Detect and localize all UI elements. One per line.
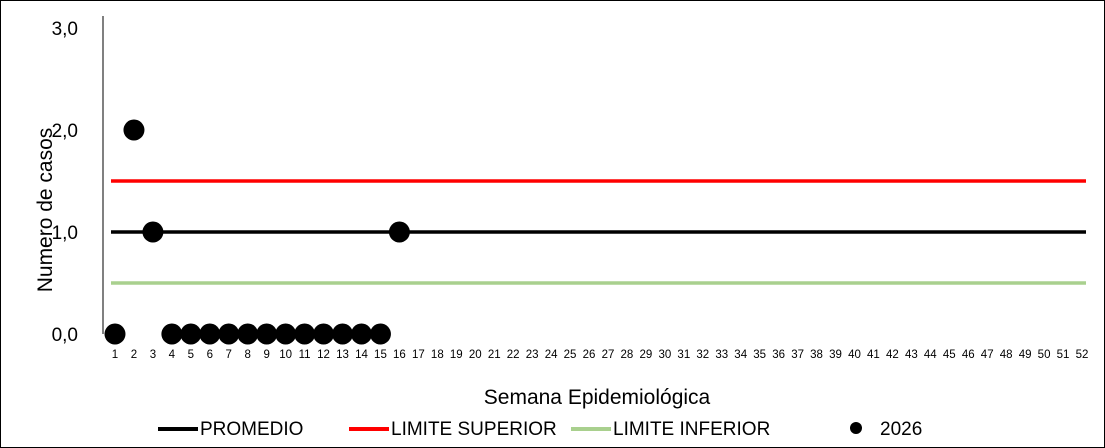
x-tick-label: 22 [507, 349, 520, 361]
x-tick-label: 29 [640, 349, 653, 361]
x-tick-label: 50 [1038, 349, 1051, 361]
x-tick-label: 32 [696, 349, 709, 361]
x-tick-label: 27 [602, 349, 615, 361]
x-tick-label: 40 [848, 349, 861, 361]
data-point-2026 [123, 119, 145, 141]
x-tick-label: 2 [131, 349, 137, 361]
x-tick-label: 7 [226, 349, 232, 361]
data-point-2026 [142, 221, 164, 243]
x-tick-label: 34 [734, 349, 747, 361]
data-point-2026 [104, 323, 126, 345]
x-tick-label: 16 [393, 349, 406, 361]
data-point-2026 [218, 323, 240, 345]
x-tick-label: 12 [317, 349, 330, 361]
x-tick-label: 25 [564, 349, 577, 361]
x-tick-label: 31 [677, 349, 690, 361]
data-point-2026 [388, 221, 410, 243]
y-tick-label: 1,0 [52, 223, 78, 244]
x-tick-label: 30 [658, 349, 671, 361]
y-axis-ticks: 0,0 1,0 2,0 3,0 [52, 19, 78, 346]
y-tick-label: 3,0 [52, 19, 78, 40]
legend-swatch [850, 422, 862, 434]
x-axis-ticks: 1 2 3 4 5 6 7 8 9 10 11 12 13 14 15 16 17 18 19 20 21 22 23 24 2… [112, 349, 1089, 361]
x-tick-label: 38 [810, 349, 823, 361]
legend: PROMEDIO LIMITE SUPERIOR LIMITE INFERIOR 20… [158, 419, 922, 440]
x-tick-label: 8 [245, 349, 251, 361]
plot-area [104, 119, 1086, 345]
x-tick-label: 5 [188, 349, 194, 361]
x-tick-label: 26 [583, 349, 596, 361]
x-tick-label: 51 [1057, 349, 1070, 361]
data-point-2026 [256, 323, 278, 345]
x-tick-label: 36 [772, 349, 785, 361]
x-tick-label: 45 [943, 349, 956, 361]
x-tick-label: 49 [1019, 349, 1032, 361]
x-tick-label: 46 [962, 349, 975, 361]
x-tick-label: 23 [526, 349, 539, 361]
x-tick-label: 1 [112, 349, 118, 361]
x-tick-label: 41 [867, 349, 880, 361]
x-tick-label: 37 [791, 349, 804, 361]
data-point-2026 [199, 323, 221, 345]
legend-label: LIMITE INFERIOR [613, 419, 770, 440]
x-tick-label: 43 [905, 349, 918, 361]
y-tick-label: 0,0 [52, 325, 78, 346]
data-point-2026 [313, 323, 335, 345]
data-point-2026 [332, 323, 354, 345]
x-tick-label: 6 [207, 349, 213, 361]
data-point-2026 [294, 323, 316, 345]
x-axis-title: Semana Epidemiológica [484, 386, 711, 409]
data-point-2026 [237, 323, 259, 345]
x-tick-label: 35 [753, 349, 766, 361]
data-point-2026 [161, 323, 183, 345]
legend-label: PROMEDIO [200, 419, 303, 440]
x-tick-label: 13 [336, 349, 349, 361]
x-tick-label: 4 [169, 349, 176, 361]
x-tick-label: 11 [299, 349, 311, 361]
x-tick-label: 10 [279, 349, 292, 361]
x-tick-label: 15 [374, 349, 387, 361]
legend-label: 2026 [880, 419, 922, 440]
data-point-2026 [180, 323, 202, 345]
y-axis-title: Numero de casos [34, 128, 57, 293]
x-tick-label: 17 [412, 349, 425, 361]
x-tick-label: 19 [450, 349, 463, 361]
x-tick-label: 14 [355, 349, 368, 361]
data-point-2026 [350, 323, 372, 345]
x-tick-label: 42 [886, 349, 899, 361]
legend-label: LIMITE SUPERIOR [391, 419, 557, 440]
x-tick-label: 39 [829, 349, 842, 361]
x-tick-label: 3 [150, 349, 156, 361]
x-tick-label: 52 [1076, 349, 1089, 361]
x-tick-label: 44 [924, 349, 937, 361]
x-tick-label: 9 [263, 349, 269, 361]
y-tick-label: 2,0 [52, 121, 78, 142]
x-tick-label: 21 [488, 349, 501, 361]
x-tick-label: 28 [621, 349, 634, 361]
data-point-2026 [275, 323, 297, 345]
x-tick-label: 47 [981, 349, 994, 361]
x-tick-label: 33 [715, 349, 728, 361]
data-point-2026 [369, 323, 391, 345]
x-tick-label: 18 [431, 349, 444, 361]
x-tick-label: 24 [545, 349, 558, 361]
x-tick-label: 48 [1000, 349, 1013, 361]
x-tick-label: 20 [469, 349, 482, 361]
